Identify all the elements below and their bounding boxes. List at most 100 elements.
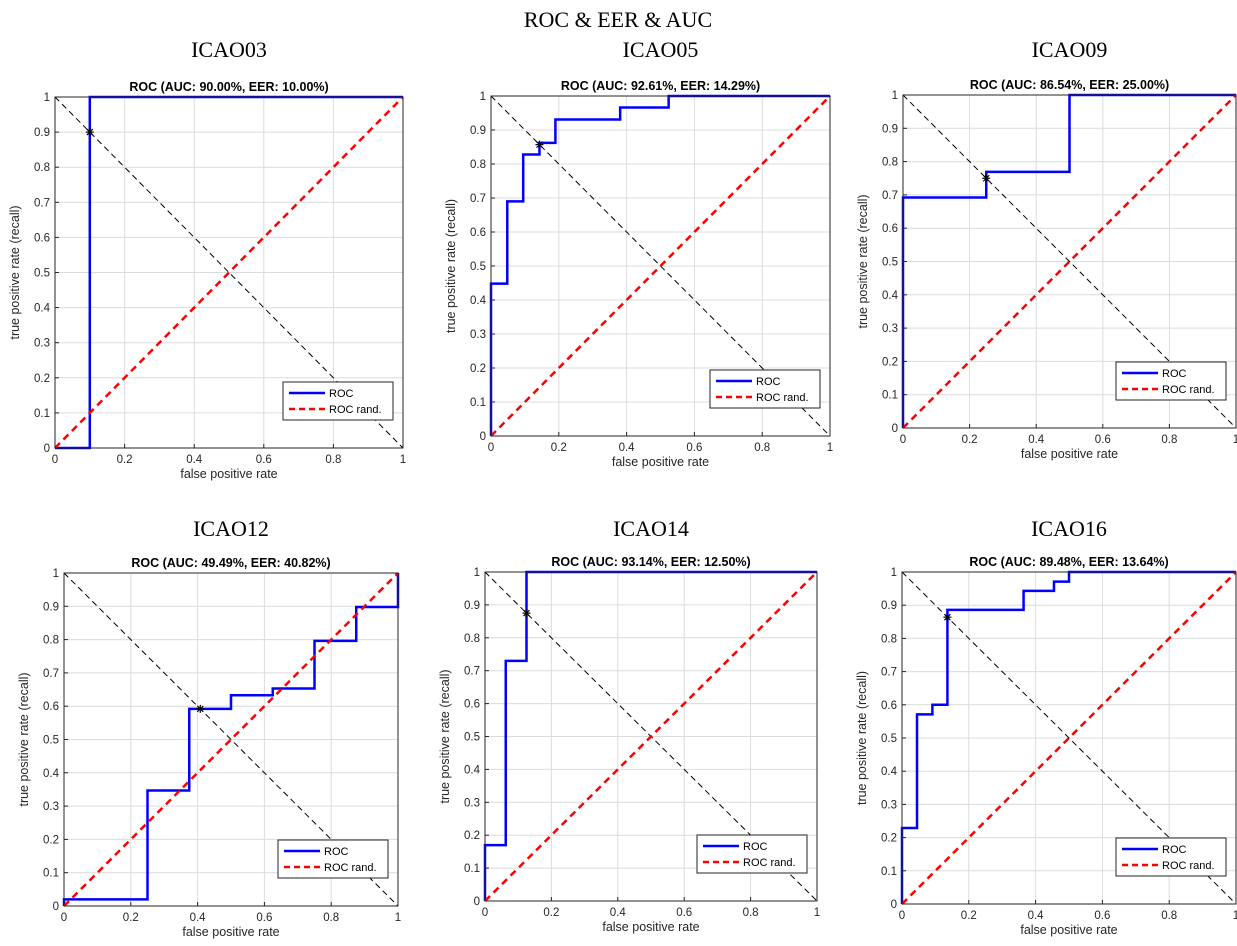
chart-panel: ICAO03 ROC (AUC: 90.00%, EER: 10.00%) 0 0.2…: [8, 37, 406, 481]
x-tick-label: 0.8: [743, 907, 759, 919]
panel-title: ICAO09: [1032, 37, 1108, 62]
legend: ROC ROC rand.: [277, 839, 389, 879]
x-tick-label: 0.2: [543, 907, 559, 919]
x-tick-label: 0.6: [256, 912, 272, 924]
y-tick-label: 0.5: [464, 732, 480, 744]
panel-title: ICAO12: [193, 516, 269, 541]
legend: ROC ROC rand.: [1115, 837, 1227, 877]
y-axis-label: true positive rate (recall): [855, 671, 869, 805]
y-tick-label: 0.4: [34, 303, 51, 315]
x-axis-label: false positive rate: [1020, 923, 1117, 937]
y-tick-label: 0.1: [43, 868, 59, 880]
legend: ROC ROC rand.: [1115, 361, 1227, 401]
roc-series-line: [62, 573, 400, 906]
y-tick-label: 1: [474, 567, 480, 579]
y-tick-label: 0.2: [881, 833, 897, 845]
x-tick-label: 0: [900, 434, 906, 446]
panel-title: ICAO05: [623, 37, 699, 62]
figure-title: ROC & EER & AUC: [524, 7, 712, 32]
chart-title: ROC (AUC: 49.49%, EER: 40.82%): [131, 556, 330, 570]
legend: ROC ROC rand.: [696, 834, 808, 874]
roc-random-series-line: [54, 96, 404, 449]
x-tick-label: 0.6: [676, 907, 692, 919]
y-tick-label: 0.8: [881, 633, 897, 645]
y-tick-label: 1: [480, 91, 486, 103]
y-tick-label: 0.8: [470, 159, 486, 171]
y-tick-label: 0.8: [882, 157, 898, 169]
y-tick-label: 0.7: [881, 667, 897, 679]
y-tick-label: 0.4: [464, 764, 481, 776]
x-tick-label: 0.8: [1161, 910, 1177, 922]
y-tick-label: 0.2: [464, 830, 480, 842]
x-tick-label: 1: [400, 454, 406, 466]
y-tick-label: 0.1: [34, 408, 50, 420]
y-tick-label: 0.6: [43, 701, 59, 713]
y-tick-label: 0.1: [882, 390, 898, 402]
x-tick-label: 0: [482, 907, 488, 919]
eer-point-marker: [85, 128, 94, 137]
legend-box: [1115, 361, 1227, 401]
x-tick-label: 1: [827, 442, 833, 454]
y-tick-label: 0.9: [34, 127, 50, 139]
y-tick-label: 0.5: [881, 733, 897, 745]
y-tick-label: 0.8: [34, 162, 50, 174]
chart-title: ROC (AUC: 93.14%, EER: 12.50%): [551, 555, 750, 569]
y-tick-label: 1: [53, 568, 59, 580]
y-tick-label: 0: [892, 423, 898, 435]
eer-marker-stroke: [982, 174, 990, 182]
y-tick-label: 0.3: [881, 799, 897, 811]
eer-point-marker: [982, 174, 991, 183]
y-tick-label: 0.9: [882, 123, 898, 135]
y-tick-label: 0: [480, 431, 486, 443]
eer-point-marker: [943, 613, 952, 622]
chart-panel: ICAO16 ROC (AUC: 89.48%, EER: 13.64%) 0 0.2…: [855, 516, 1237, 937]
x-tick-label: 0.6: [1095, 434, 1111, 446]
y-tick-label: 0.3: [43, 801, 59, 813]
legend: ROC ROC rand.: [709, 369, 821, 409]
x-tick-label: 0.2: [551, 442, 567, 454]
y-tick-label: 0.1: [470, 397, 486, 409]
x-tick-label: 1: [1233, 434, 1237, 446]
x-tick-label: 0.2: [961, 910, 977, 922]
y-tick-label: 0.1: [881, 866, 897, 878]
x-tick-label: 0.4: [1028, 434, 1045, 446]
legend: ROC ROC rand.: [282, 381, 394, 421]
x-axis-label: false positive rate: [1021, 447, 1118, 461]
x-tick-label: 0.8: [1161, 434, 1177, 446]
legend-box: [1115, 837, 1227, 877]
x-tick-label: 0.2: [117, 454, 133, 466]
x-tick-label: 0.6: [1094, 910, 1110, 922]
y-tick-label: 0.7: [470, 193, 486, 205]
y-tick-label: 0.2: [43, 834, 59, 846]
x-tick-label: 0.6: [686, 442, 702, 454]
y-tick-label: 0.3: [470, 329, 486, 341]
y-tick-label: 0.2: [34, 373, 50, 385]
eer-marker-stroke: [536, 141, 543, 149]
eer-marker-stroke: [523, 609, 530, 617]
eer-point-marker: [196, 704, 205, 713]
y-tick-label: 0.3: [882, 323, 898, 335]
x-tick-label: 0.4: [610, 907, 627, 919]
legend-random-label: ROC rand.: [1162, 860, 1215, 872]
legend-box: [709, 369, 821, 409]
eer-point-marker: [522, 609, 531, 618]
x-tick-label: 0.8: [754, 442, 770, 454]
y-tick-label: 0.9: [464, 600, 480, 612]
legend-roc-label: ROC: [329, 388, 354, 400]
legend-roc-label: ROC: [1162, 368, 1187, 380]
x-tick-label: 0: [52, 454, 58, 466]
y-axis-label: true positive rate (recall): [17, 672, 31, 806]
x-axis-label: false positive rate: [612, 455, 709, 469]
chart-title: ROC (AUC: 92.61%, EER: 14.29%): [561, 79, 760, 93]
panels-container: ICAO03 ROC (AUC: 90.00%, EER: 10.00%) 0 0.2…: [8, 37, 1237, 939]
chart-title: ROC (AUC: 90.00%, EER: 10.00%): [129, 80, 328, 94]
y-tick-label: 0.7: [34, 197, 50, 209]
y-tick-label: 0.7: [882, 190, 898, 202]
x-axis-label: false positive rate: [182, 925, 279, 939]
x-axis-label: false positive rate: [180, 467, 277, 481]
legend-box: [696, 834, 808, 874]
x-tick-label: 0: [488, 442, 494, 454]
x-tick-label: 0.8: [323, 912, 339, 924]
y-tick-label: 0.6: [34, 232, 50, 244]
y-tick-label: 0.2: [470, 363, 486, 375]
